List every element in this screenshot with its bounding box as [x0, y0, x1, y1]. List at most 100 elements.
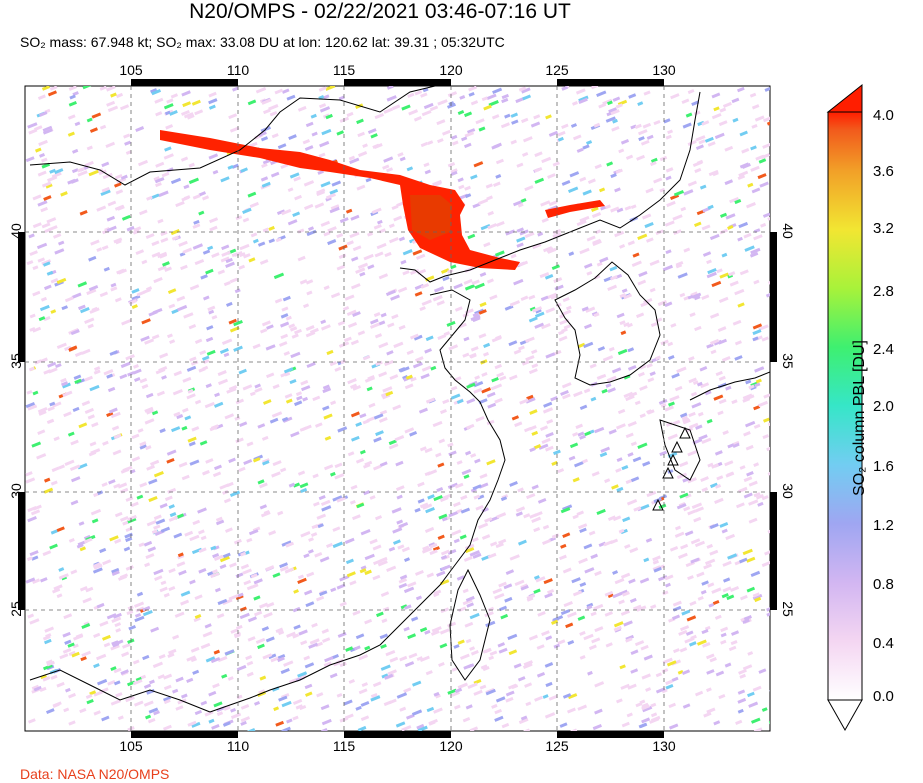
lat-tick-right: 35: [780, 353, 796, 369]
so2-pixel: [714, 497, 724, 504]
so2-pixel: [739, 673, 746, 679]
so2-pixel: [358, 654, 369, 661]
so2-pixel: [120, 515, 129, 522]
so2-pixel: [78, 422, 88, 429]
so2-pixel: [360, 715, 370, 722]
so2-pixel: [701, 120, 710, 126]
so2-pixel: [38, 410, 47, 416]
so2-pixel: [138, 159, 149, 167]
so2-pixel: [454, 376, 462, 382]
so2-pixel: [88, 451, 97, 457]
so2-pixel: [637, 233, 648, 240]
so2-pixel: [447, 482, 458, 489]
so2-pixel: [679, 461, 689, 468]
so2-pixel: [319, 103, 327, 109]
so2-pixel: [395, 721, 406, 728]
so2-pixel: [320, 181, 331, 188]
so2-pixel: [58, 567, 65, 572]
so2-pixel: [534, 177, 545, 184]
so2-pixel: [414, 291, 423, 297]
so2-pixel: [486, 278, 494, 284]
so2-pixel: [419, 626, 428, 633]
so2-pixel: [355, 633, 365, 640]
so2-pixel: [175, 200, 185, 208]
so2-pixel: [433, 294, 443, 302]
so2-pixel: [403, 586, 415, 594]
so2-pixel: [569, 171, 580, 178]
so2-pixel: [120, 174, 128, 180]
so2-pixel: [89, 384, 100, 392]
so2-pixel: [58, 464, 66, 470]
so2-pixel: [248, 257, 256, 263]
so2-pixel: [533, 527, 541, 533]
so2-pixel: [115, 92, 124, 99]
so2-pixel: [67, 642, 75, 648]
so2-pixel: [386, 565, 397, 572]
so2-pixel: [704, 625, 711, 631]
so2-pixel: [345, 646, 354, 652]
so2-pixel: [422, 503, 433, 510]
so2-pixel: [451, 691, 460, 697]
so2-pixel: [323, 661, 332, 667]
so2-pixel: [169, 339, 176, 344]
so2-pixel: [734, 355, 743, 361]
so2-pixel: [315, 422, 323, 428]
so2-pixel: [27, 505, 37, 513]
so2-pixel: [224, 649, 235, 656]
so2-pixel: [134, 615, 145, 623]
so2-pixel: [553, 449, 561, 456]
so2-pixel: [143, 540, 153, 547]
so2-pixel: [508, 340, 518, 347]
lon-tick-top: 110: [226, 62, 250, 78]
so2-pixel: [41, 222, 51, 229]
so2-pixel: [362, 419, 370, 425]
so2-pixel: [230, 712, 242, 720]
so2-pixel: [701, 437, 712, 444]
colorbar: [826, 83, 863, 732]
so2-pixel: [508, 374, 518, 381]
so2-pixel: [435, 452, 442, 458]
so2-pixel: [62, 648, 72, 654]
so2-pixel: [85, 586, 94, 593]
so2-pixel: [233, 319, 243, 327]
so2-pixel: [641, 703, 649, 709]
so2-pixel: [303, 303, 310, 309]
so2-pixel: [494, 397, 503, 404]
so2-pixel: [532, 306, 543, 313]
so2-pixel: [254, 610, 263, 617]
so2-pixel: [426, 572, 435, 578]
so2-pixel: [557, 639, 566, 645]
so2-pixel: [115, 628, 122, 633]
so2-pixel: [221, 250, 231, 257]
so2-pixel: [478, 198, 489, 205]
so2-pixel: [154, 575, 163, 581]
so2-pixel: [50, 480, 58, 486]
so2-pixel: [457, 177, 464, 183]
so2-pixel: [145, 445, 152, 451]
so2-pixel: [379, 461, 388, 467]
so2-pixel: [39, 577, 48, 583]
so2-pixel: [234, 633, 241, 639]
so2-pixel: [262, 227, 269, 233]
so2-pixel: [334, 366, 342, 372]
so2-pixel: [552, 161, 560, 167]
so2-pixel: [46, 418, 55, 424]
so2-pixel: [72, 643, 79, 649]
so2-pixel: [689, 641, 697, 647]
so2-pixel: [711, 113, 722, 120]
so2-pixel: [748, 384, 755, 390]
so2-pixel: [96, 205, 107, 212]
so2-pixel: [551, 619, 559, 625]
so2-pixel: [230, 628, 239, 634]
so2-pixel: [584, 567, 595, 574]
so2-pixel: [687, 139, 697, 146]
so2-pixel: [515, 506, 526, 513]
so2-pixel: [144, 406, 154, 413]
so2-pixel: [665, 167, 674, 173]
so2-pixel: [304, 203, 314, 210]
so2-pixel: [68, 101, 77, 107]
so2-pixel: [715, 370, 723, 377]
so2-pixel: [487, 606, 495, 612]
so2-pixel: [248, 529, 259, 536]
so2-pixel: [143, 683, 152, 689]
